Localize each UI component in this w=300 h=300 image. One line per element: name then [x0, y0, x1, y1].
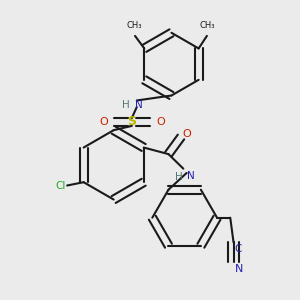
Text: Cl: Cl: [55, 181, 65, 190]
Text: H: H: [122, 100, 130, 110]
Text: S: S: [127, 116, 136, 128]
Text: N: N: [235, 264, 243, 274]
Text: H: H: [175, 172, 182, 182]
Text: N: N: [135, 100, 143, 110]
Text: CH₃: CH₃: [127, 21, 142, 30]
Text: N: N: [187, 171, 194, 181]
Text: CH₃: CH₃: [200, 21, 215, 30]
Text: O: O: [183, 129, 191, 139]
Text: O: O: [99, 117, 108, 127]
Text: O: O: [156, 117, 165, 127]
Text: C: C: [235, 244, 242, 254]
